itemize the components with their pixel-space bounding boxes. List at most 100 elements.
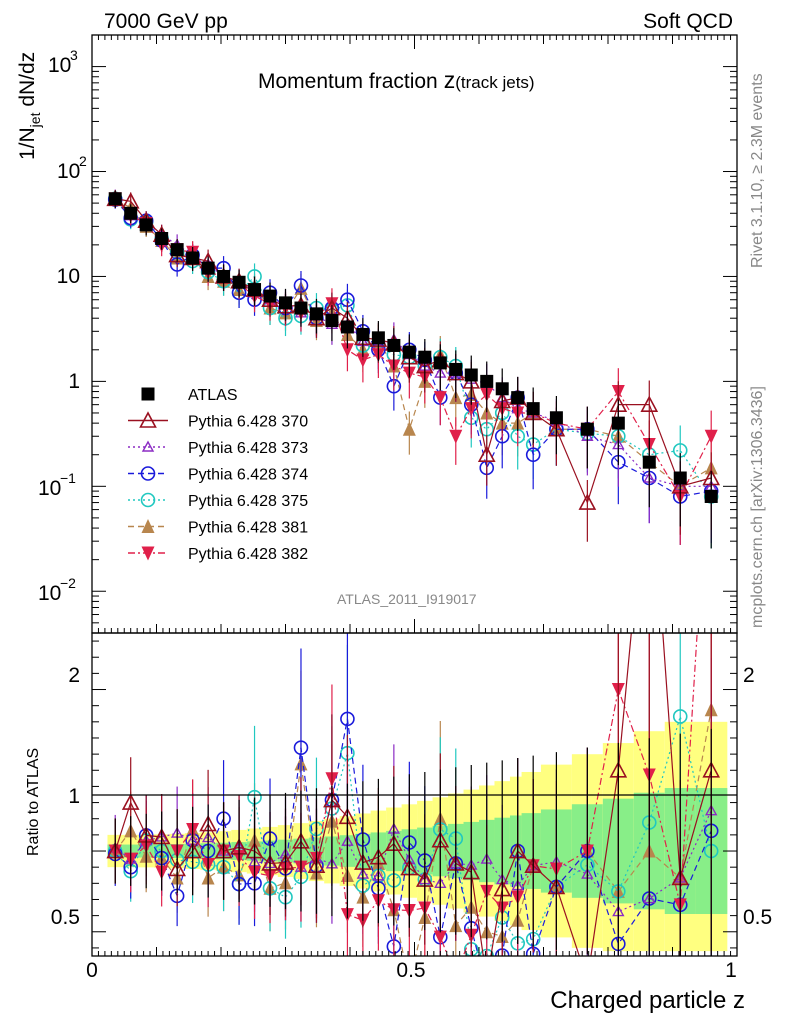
data-point	[479, 973, 494, 987]
data-point	[340, 320, 354, 334]
data-point	[480, 374, 494, 388]
data-point	[155, 231, 169, 245]
legend-entry: Pythia 6.428 382	[128, 546, 308, 563]
data-point	[704, 489, 718, 503]
data-point	[449, 429, 463, 444]
legend-label: Pythia 6.428 374	[188, 467, 308, 484]
series-1	[106, 189, 721, 542]
ratio-series-line	[114, 810, 712, 913]
data-point	[477, 445, 496, 463]
data-point	[248, 283, 262, 297]
rivet-version-label: Rivet 3.1.10, ≥ 2.3M events	[749, 73, 766, 268]
data-point	[121, 793, 140, 810]
legend-label: ATLAS	[188, 387, 238, 404]
series-line	[114, 198, 712, 498]
data-point	[704, 429, 718, 444]
legend-entry: ATLAS	[141, 387, 238, 404]
xaxis-label: Charged particle z	[550, 987, 745, 1014]
axis-ticks	[91, 34, 738, 956]
header-left: 7000 GeV pp	[104, 10, 228, 33]
ratio-ytick-label-right: 2	[743, 664, 755, 687]
legend-entry: Pythia 6.428 373	[128, 440, 308, 457]
data-point	[387, 338, 401, 352]
data-point	[356, 353, 370, 368]
xtick-label: 0.5	[396, 959, 425, 982]
xtick-label: 1	[725, 959, 737, 982]
ratio-ytick-label: 1	[68, 785, 80, 808]
ratio-ytick-label: 2	[68, 664, 80, 687]
xtick-label: 0	[86, 959, 98, 982]
data-point	[580, 973, 595, 987]
legend-label: Pythia 6.428 382	[188, 546, 308, 563]
data-point	[340, 711, 355, 727]
data-point	[642, 455, 656, 469]
data-point	[108, 192, 122, 206]
data-point	[356, 327, 370, 341]
data-point	[611, 416, 625, 430]
data-point	[449, 969, 462, 983]
header-right: Soft QCD	[643, 10, 733, 33]
data-point	[549, 411, 563, 425]
data-point	[578, 493, 597, 510]
legend-label: Pythia 6.428 381	[188, 520, 308, 537]
data-point	[418, 350, 432, 364]
ratio-ylabel: Ratio to ATLAS	[25, 748, 42, 856]
ytick-label: 10	[38, 477, 61, 500]
ytick-label: 10	[38, 582, 61, 605]
ytick-label: 1	[68, 370, 80, 393]
data-point	[293, 740, 309, 755]
legend-marker	[141, 519, 155, 533]
ratio-ytick-label-right: 0.5	[743, 906, 772, 929]
data-point	[217, 269, 231, 283]
ytick-exponent: −1	[60, 470, 76, 486]
legend-entry: Pythia 6.428 374	[128, 466, 308, 484]
data-point	[170, 243, 184, 257]
source-label: mcplots.cern.ch [arXiv:1306.3436]	[749, 386, 766, 628]
ytick-label: 10	[57, 160, 80, 183]
data-point	[279, 296, 292, 310]
legend-marker	[141, 546, 155, 561]
data-point	[371, 331, 385, 345]
series-6	[108, 190, 718, 545]
ratio-series-line	[114, 633, 698, 956]
data-point	[511, 391, 525, 405]
series-line	[115, 198, 712, 505]
legend-marker	[139, 411, 157, 428]
ratio-series-line	[114, 714, 712, 956]
data-point	[526, 402, 540, 416]
ytick-exponent: −2	[60, 575, 76, 591]
ytick-label: 10	[48, 54, 71, 77]
legend-label: Pythia 6.428 370	[188, 414, 308, 431]
legend: ATLAS Pythia 6.428 370 Pythia 6.428 373 Pyt…	[128, 387, 308, 563]
ytick-exponent: 3	[70, 47, 78, 63]
ratio-series-layer	[106, 633, 721, 995]
analysis-watermark: ATLAS_2011_I919017	[337, 591, 477, 607]
data-point	[402, 345, 416, 359]
data-point	[263, 289, 277, 303]
main-series-layer	[106, 189, 721, 549]
legend-entry: Pythia 6.428 381	[128, 519, 308, 537]
legend-entry: Pythia 6.428 370	[128, 411, 308, 431]
data-point	[480, 982, 493, 995]
data-point	[464, 368, 478, 382]
data-point	[124, 206, 138, 220]
main-plot-frame	[91, 34, 738, 634]
plot-title: Momentum fraction z(track jets)	[258, 67, 535, 93]
legend-marker	[140, 492, 156, 508]
data-point	[433, 356, 447, 370]
data-point	[525, 447, 541, 463]
legend-entry: Pythia 6.428 375	[128, 492, 308, 510]
main-ylabel: 1/Njet dN/dz	[16, 52, 43, 160]
ratio-series-0	[114, 728, 712, 956]
legend-marker	[141, 440, 155, 452]
data-point	[449, 362, 463, 376]
data-point	[232, 275, 246, 289]
ratio-series-line	[114, 633, 712, 956]
ytick-label: 10	[57, 265, 80, 288]
data-point	[580, 422, 594, 436]
ratio-ytick-label: 0.5	[51, 906, 80, 929]
legend-label: Pythia 6.428 373	[188, 440, 308, 457]
legend-marker	[141, 387, 155, 401]
data-point	[309, 307, 323, 321]
